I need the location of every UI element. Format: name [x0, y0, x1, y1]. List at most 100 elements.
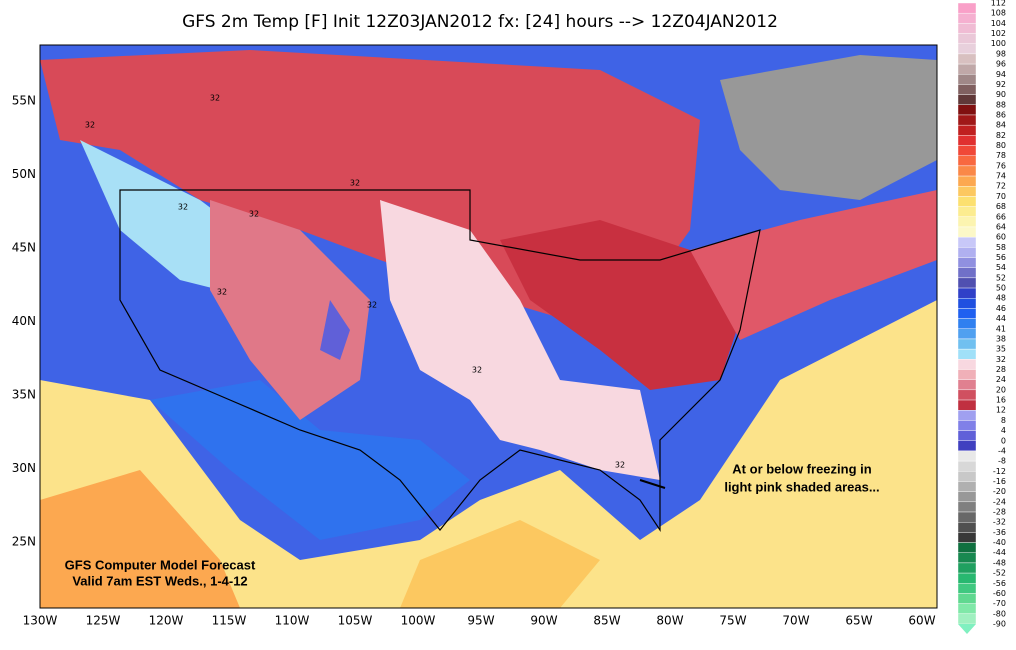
lon-label: 90W — [530, 614, 557, 628]
colorbar-label: 52 — [996, 273, 1006, 282]
colorbar-swatch — [957, 348, 977, 360]
annotation: At or below freezing in — [732, 461, 871, 476]
colorbar-swatch — [957, 74, 977, 85]
colorbar-end — [958, 624, 976, 634]
colorbar-swatch — [957, 236, 977, 248]
colorbar-swatch — [957, 23, 977, 34]
colorbar-label: 102 — [991, 29, 1006, 38]
colorbar-swatch — [957, 572, 977, 584]
colorbar-swatch — [957, 298, 977, 309]
lon-label: 105W — [338, 614, 373, 628]
lat-label: 35N — [12, 388, 36, 402]
contour-label: 32 — [350, 179, 360, 188]
lat-label: 50N — [12, 167, 36, 181]
colorbar-label: 96 — [996, 60, 1006, 69]
colorbar-label: 104 — [991, 19, 1006, 28]
colorbar-label: -52 — [993, 569, 1006, 578]
lon-label: 65W — [845, 614, 872, 628]
colorbar-swatch — [957, 216, 977, 228]
colorbar-swatch — [957, 104, 977, 116]
colorbar-label: 32 — [996, 355, 1006, 364]
colorbar-swatch — [957, 440, 977, 452]
colorbar-swatch — [957, 430, 977, 441]
colorbar-label: -80 — [993, 609, 1006, 618]
colorbar-swatch — [957, 450, 977, 462]
lon-label: 120W — [149, 614, 184, 628]
colorbar-label: -8 — [998, 457, 1006, 466]
colorbar-swatch — [957, 257, 977, 268]
colorbar-label: 108 — [991, 9, 1006, 18]
colorbar-label: 88 — [996, 100, 1006, 109]
colorbar-swatch — [957, 287, 977, 299]
colorbar-label: -36 — [993, 528, 1006, 537]
colorbar-label: 54 — [996, 263, 1006, 272]
colorbar-label: 94 — [996, 70, 1006, 79]
colorbar-swatch — [957, 389, 977, 401]
title: GFS 2m Temp [F] Init 12Z03JAN2012 fx: [2… — [182, 12, 778, 32]
colorbar-swatch — [957, 593, 977, 604]
colorbar-swatch — [957, 84, 977, 95]
colorbar-swatch — [957, 552, 977, 564]
colorbar-swatch — [957, 175, 977, 187]
colorbar-label: 46 — [996, 304, 1006, 313]
colorbar-label: 86 — [996, 110, 1006, 119]
colorbar-swatch — [957, 226, 977, 238]
colorbar-swatch — [957, 471, 977, 482]
colorbar-swatch — [957, 43, 977, 55]
colorbar-label: 60 — [996, 233, 1006, 242]
lon-label: 75W — [719, 614, 746, 628]
lon-label: 110W — [275, 614, 310, 628]
lat-label: 30N — [12, 461, 36, 475]
colorbar-label: 44 — [996, 314, 1006, 323]
annotation: light pink shaded areas... — [724, 479, 879, 494]
colorbar-label: 66 — [996, 212, 1006, 221]
colorbar-label: 98 — [996, 49, 1006, 58]
colorbar-label: 28 — [996, 365, 1006, 374]
colorbar-label: 20 — [996, 385, 1006, 394]
colorbar-label: -56 — [993, 579, 1006, 588]
lon-label: 115W — [212, 614, 247, 628]
colorbar-label: 35 — [996, 345, 1006, 354]
lon-label: 130W — [23, 614, 58, 628]
colorbar-label: 70 — [996, 192, 1006, 201]
colorbar-swatch — [957, 145, 977, 156]
colorbar-label: 68 — [996, 202, 1006, 211]
annotation-arrow — [639, 479, 666, 489]
colorbar-swatch — [957, 399, 977, 411]
colorbar-swatch — [957, 124, 977, 136]
colorbar-swatch — [957, 369, 977, 380]
lon-label: 60W — [908, 614, 935, 628]
colorbar-swatch — [957, 532, 977, 543]
contour-label: 32 — [615, 461, 625, 470]
colorbar-swatch — [957, 165, 977, 177]
colorbar-swatch — [957, 33, 977, 44]
colorbar-swatch — [957, 338, 977, 350]
contour-label: 32 — [210, 94, 220, 103]
colorbar-label: -28 — [993, 508, 1006, 517]
colorbar-label: -16 — [993, 477, 1006, 486]
colorbar-swatch — [957, 379, 977, 391]
colorbar-swatch — [957, 410, 977, 421]
colorbar-swatch — [957, 94, 977, 106]
contour-label: 32 — [472, 366, 482, 375]
us-outline — [119, 189, 761, 532]
colorbar-swatch — [957, 481, 977, 492]
plot-frame — [39, 44, 938, 609]
colorbar-label: 38 — [996, 334, 1006, 343]
colorbar-label: 74 — [996, 172, 1006, 181]
lon-label: 85W — [593, 614, 620, 628]
colorbar-swatch — [957, 511, 977, 523]
colorbar-swatch — [957, 460, 977, 472]
colorbar-swatch — [957, 542, 977, 553]
colorbar-swatch — [957, 501, 977, 513]
colorbar-swatch — [957, 135, 977, 146]
colorbar-swatch — [957, 186, 977, 197]
colorbar-label: 0 — [1001, 436, 1006, 445]
colorbar-swatch — [957, 247, 977, 258]
colorbar-swatch — [957, 603, 977, 615]
lon-label: 95W — [467, 614, 494, 628]
colorbar-label: 100 — [991, 39, 1006, 48]
lon-label: 100W — [401, 614, 436, 628]
colorbar-swatch — [957, 491, 977, 503]
colorbar-label: 48 — [996, 294, 1006, 303]
